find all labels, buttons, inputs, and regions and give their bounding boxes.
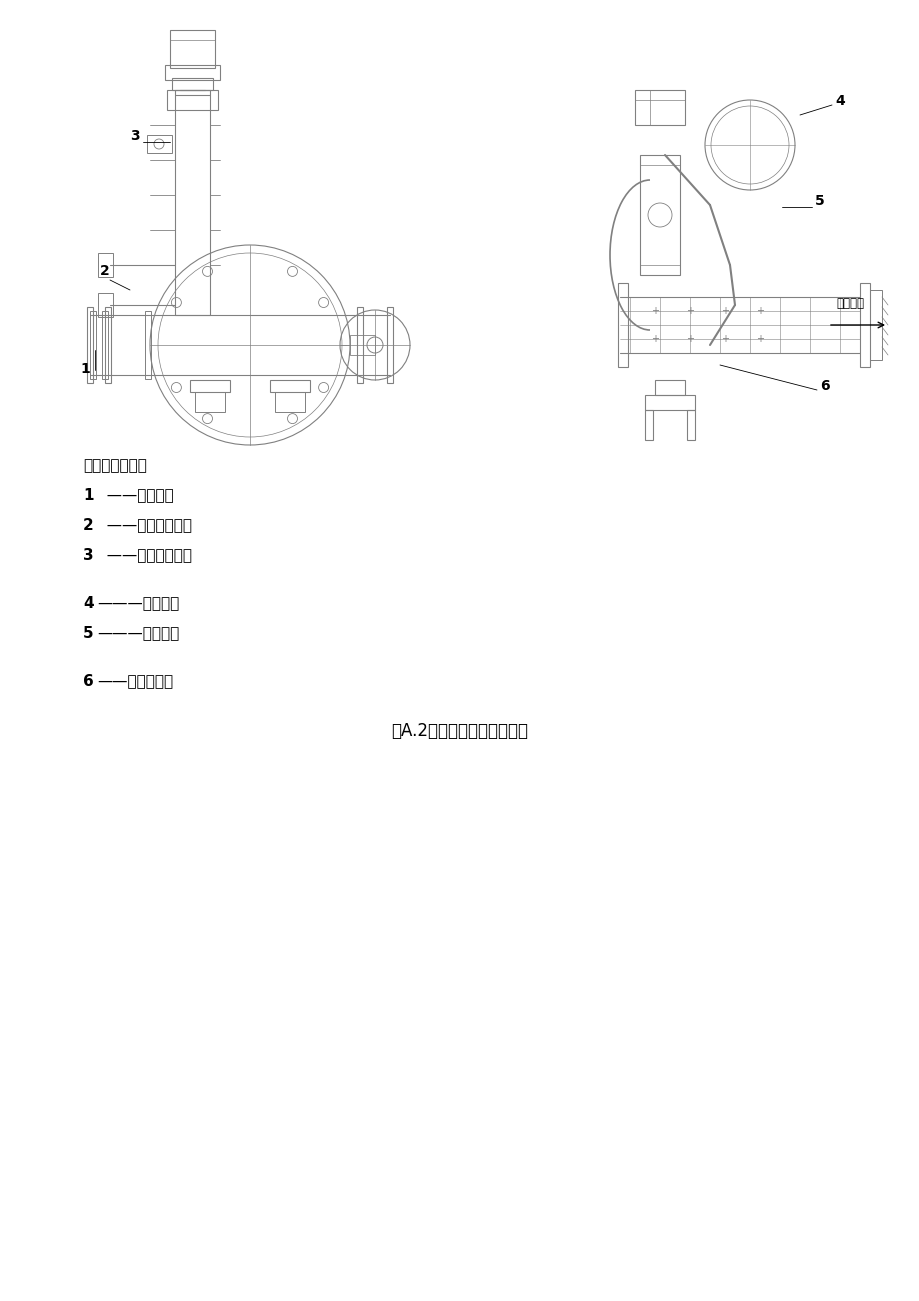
Bar [195,392,225,412]
Bar [644,410,652,440]
Text: ——支架机构部件: ——支架机构部件 [96,518,192,533]
Bar [167,90,218,111]
Text: +: + [720,334,728,343]
Bar [859,284,869,367]
Text: ——锁定机构部件: ——锁定机构部件 [96,548,192,563]
Text: 标引序号说明：: 标引序号说明： [83,458,147,474]
Bar [102,311,108,379]
Text: 5: 5 [814,194,823,208]
Bar [98,252,113,277]
Bar [686,410,694,440]
Text: +: + [686,334,693,343]
Bar [105,307,111,382]
Bar [175,90,210,315]
Bar [869,290,881,360]
Text: +: + [755,334,763,343]
Text: 2: 2 [100,264,109,278]
Bar [618,284,628,367]
Bar [98,293,113,317]
Text: +: + [720,306,728,316]
Text: 5: 5 [83,626,94,641]
Bar [170,30,215,68]
Bar [87,307,93,382]
Bar [269,380,310,392]
Text: ——流速感测器: ——流速感测器 [96,674,173,690]
Bar [387,307,392,382]
Bar [654,380,685,396]
Text: 水流方向: 水流方向 [835,297,863,310]
Text: 1: 1 [83,488,94,503]
Text: 6: 6 [819,379,829,393]
Text: 2: 2 [83,518,94,533]
Text: ——手动蝶阀: ——手动蝶阀 [96,488,174,503]
Bar [349,334,375,355]
Text: 4: 4 [834,94,844,108]
Text: ———缓冲油缸: ———缓冲油缸 [96,626,179,641]
Bar [90,311,96,379]
Bar [640,155,679,275]
Bar [644,396,694,410]
Text: +: + [651,306,658,316]
Bar [357,307,363,382]
Bar [145,311,151,379]
Text: 3: 3 [83,548,94,563]
Text: 6: 6 [83,674,94,690]
Text: ———重锤机构: ———重锤机构 [96,596,179,611]
Text: +: + [686,306,693,316]
Text: +: + [651,334,658,343]
Text: 4: 4 [83,596,94,611]
Bar [147,135,172,154]
Bar [165,65,220,79]
Bar [190,380,230,392]
Bar [275,392,305,412]
Text: +: + [755,306,763,316]
Bar [172,78,213,90]
Text: 1: 1 [80,362,90,376]
Bar [634,90,685,125]
Text: 3: 3 [130,129,140,143]
Text: 图A.2典型结构（二）示意图: 图A.2典型结构（二）示意图 [391,722,528,740]
